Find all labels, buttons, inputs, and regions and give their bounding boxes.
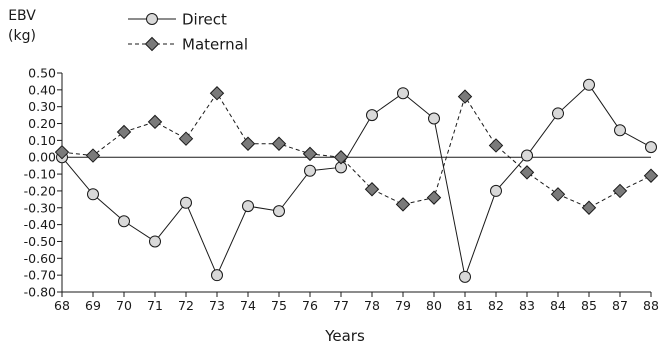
y-axis-label: EBV (kg) bbox=[8, 8, 36, 44]
data-point-maternal bbox=[457, 89, 473, 104]
x-tick-label: 76 bbox=[302, 298, 318, 313]
data-point-maternal bbox=[426, 190, 442, 205]
data-point-maternal bbox=[612, 183, 628, 199]
data-point-maternal bbox=[85, 148, 101, 163]
data-point-maternal bbox=[581, 200, 597, 215]
y-tick-label: 0.20 bbox=[28, 116, 56, 131]
x-tick-label: 85 bbox=[581, 298, 597, 313]
data-point-maternal bbox=[116, 124, 132, 140]
x-tick-label: 74 bbox=[240, 298, 256, 313]
data-point-maternal bbox=[240, 136, 256, 151]
series-layer bbox=[54, 78, 659, 283]
data-point-direct bbox=[397, 87, 409, 100]
y-tick-label: -0.80 bbox=[24, 285, 56, 300]
y-tick-label: -0.20 bbox=[24, 183, 56, 198]
x-tick-label: 80 bbox=[426, 298, 442, 313]
x-tick-label: 77 bbox=[333, 298, 349, 313]
y-tick-label: -0.60 bbox=[24, 251, 56, 266]
x-tick-label: 72 bbox=[178, 298, 194, 313]
y-tick-label: -0.70 bbox=[24, 268, 56, 283]
x-tick-label: 73 bbox=[209, 298, 225, 313]
data-point-direct bbox=[304, 164, 316, 177]
axes: 0.500.40 0.30 0.20 0.10 0.00 -0.10-0.20 -0.30 -… bbox=[24, 66, 659, 314]
data-point-direct bbox=[583, 78, 595, 91]
data-point-direct bbox=[428, 112, 440, 125]
data-point-direct bbox=[273, 205, 285, 218]
data-point-maternal bbox=[302, 146, 318, 162]
x-tick-label: 83 bbox=[519, 298, 535, 313]
data-point-maternal bbox=[54, 144, 70, 160]
data-point-direct bbox=[645, 141, 657, 154]
data-point-direct bbox=[242, 200, 254, 213]
data-point-direct bbox=[366, 109, 378, 122]
x-tick-label: 75 bbox=[271, 298, 287, 313]
x-tick-label: 71 bbox=[147, 298, 163, 313]
x-tick-label: 82 bbox=[488, 298, 504, 313]
data-point-maternal bbox=[333, 150, 349, 165]
y-tick-label: 0.30 bbox=[28, 99, 56, 114]
x-tick-label: 81 bbox=[457, 298, 473, 313]
series-line-direct bbox=[61, 84, 652, 279]
series-maternal bbox=[54, 86, 659, 215]
legend-label: Direct bbox=[182, 11, 227, 29]
y-tick-label: 0.10 bbox=[28, 133, 56, 148]
legend-marker bbox=[146, 13, 158, 25]
data-point-maternal bbox=[643, 168, 659, 183]
series-line-maternal bbox=[61, 92, 652, 209]
legend: Direct Maternal bbox=[128, 11, 248, 54]
y-tick-label: 0.40 bbox=[28, 82, 56, 97]
x-tick-label: 69 bbox=[85, 298, 101, 313]
data-point-maternal bbox=[364, 182, 380, 197]
data-point-direct bbox=[180, 196, 192, 209]
data-point-maternal bbox=[147, 114, 163, 130]
data-point-direct bbox=[490, 184, 502, 197]
data-point-direct bbox=[87, 188, 99, 201]
legend-marker bbox=[144, 36, 160, 52]
data-point-maternal bbox=[271, 136, 287, 151]
series-direct bbox=[56, 78, 657, 283]
x-tick-label: 88 bbox=[643, 298, 659, 313]
y-tick-label: 0.50 bbox=[28, 66, 56, 81]
y-tick-label: -0.40 bbox=[24, 217, 56, 232]
x-tick-label: 78 bbox=[364, 298, 380, 313]
x-tick-label: 79 bbox=[395, 298, 411, 313]
x-tick-label: 70 bbox=[116, 298, 132, 313]
data-point-maternal bbox=[519, 165, 535, 180]
data-point-direct bbox=[211, 269, 223, 282]
y-tick-label: -0.50 bbox=[24, 234, 56, 249]
x-tick-label: 68 bbox=[54, 298, 70, 313]
x-tick-label: 84 bbox=[550, 298, 566, 313]
data-point-direct bbox=[459, 270, 471, 283]
x-tick-label: 87 bbox=[612, 298, 628, 313]
y-tick-label: -0.30 bbox=[24, 200, 56, 215]
data-point-direct bbox=[149, 235, 161, 248]
data-point-maternal bbox=[550, 187, 566, 202]
data-point-maternal bbox=[209, 86, 225, 101]
data-point-direct bbox=[521, 149, 533, 162]
data-point-maternal bbox=[395, 197, 411, 212]
x-axis-title: Years bbox=[324, 327, 365, 345]
data-point-direct bbox=[118, 215, 130, 228]
y-axis-label-line: EBV bbox=[8, 8, 36, 24]
data-point-direct bbox=[552, 107, 564, 120]
y-axis-label-line: (kg) bbox=[8, 28, 36, 44]
data-point-maternal bbox=[488, 138, 504, 153]
data-point-direct bbox=[614, 124, 626, 137]
y-tick-label: -0.10 bbox=[24, 167, 56, 182]
legend-label: Maternal bbox=[182, 36, 248, 54]
data-point-maternal bbox=[178, 131, 194, 146]
y-tick-label: 0.00 bbox=[28, 150, 56, 165]
